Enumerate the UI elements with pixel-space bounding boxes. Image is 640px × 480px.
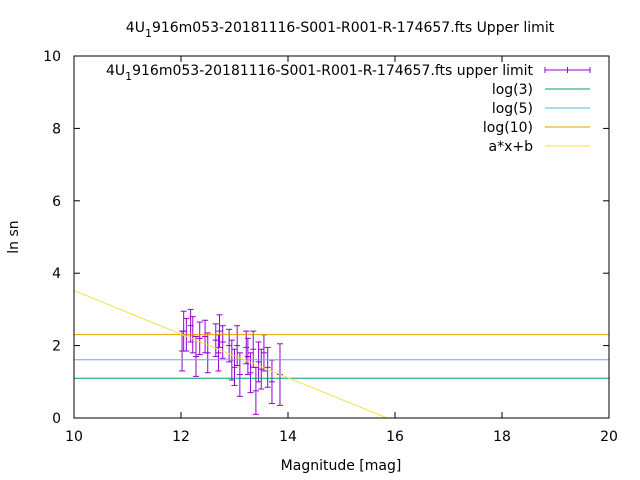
data-point <box>258 348 265 390</box>
data-point <box>255 341 262 383</box>
chart-title-prefix: 4U <box>126 20 145 36</box>
y-axis-label: ln sn <box>6 220 22 253</box>
y-tick-label: 0 <box>52 411 61 427</box>
x-axis-label: Magnitude [mag] <box>281 458 402 474</box>
data-point <box>252 366 259 415</box>
chart-title-subscript: 1 <box>145 27 152 40</box>
x-tick-label: 12 <box>172 429 190 445</box>
data-point <box>260 334 267 372</box>
x-tick-label: 18 <box>493 429 511 445</box>
plot-frame <box>73 55 610 419</box>
data-point <box>247 352 254 394</box>
data-point <box>264 346 271 388</box>
legend-label-rest: 916m053-20181116-S001-R001-R-174657.fts … <box>132 63 533 79</box>
y-tick-label: 10 <box>43 49 61 65</box>
data-point <box>202 319 209 354</box>
legend-label-subscript: 1 <box>125 70 132 83</box>
x-tick-label: 10 <box>65 429 83 445</box>
legend-label: log(10) <box>483 120 533 136</box>
data-point <box>234 325 241 367</box>
series-layer <box>73 290 609 419</box>
data-point <box>250 330 257 368</box>
legend-entry: log(5) <box>492 101 590 117</box>
legend-label: 4U1916m053-20181116-S001-R001-R-174657.f… <box>106 63 534 83</box>
chart-title-rest: 916m053-20181116-S001-R001-R-174657.fts … <box>152 20 555 36</box>
y-tick-label: 8 <box>52 121 61 137</box>
legend-entry: log(3) <box>492 82 590 98</box>
legend-entry: a*x+b <box>489 139 590 155</box>
legend-label: log(5) <box>492 101 533 117</box>
legend-label-prefix: 4U <box>106 63 125 79</box>
data-point <box>204 332 211 374</box>
legend: 4U1916m053-20181116-S001-R001-R-174657.f… <box>106 63 591 155</box>
legend-entry: 4U1916m053-20181116-S001-R001-R-174657.f… <box>106 63 591 83</box>
fit-line <box>73 290 388 419</box>
data-point <box>219 325 226 359</box>
data-point <box>231 348 238 386</box>
data-point <box>244 337 251 376</box>
y-tick-label: 4 <box>52 266 61 282</box>
x-tick-label: 14 <box>279 429 297 445</box>
x-tick-label: 20 <box>600 429 618 445</box>
data-point <box>192 336 199 377</box>
data-point <box>212 323 219 357</box>
data-point <box>216 314 223 348</box>
legend-label: a*x+b <box>489 139 534 155</box>
y-tick-label: 2 <box>52 339 61 355</box>
data-point <box>268 359 275 405</box>
legend-label: log(3) <box>492 82 533 98</box>
chart-title: 4U1916m053-20181116-S001-R001-R-174657.f… <box>126 20 555 40</box>
y-tick-label: 6 <box>52 194 61 210</box>
x-tick-label: 16 <box>386 429 404 445</box>
legend-entry: log(10) <box>483 120 590 136</box>
data-point <box>196 321 203 356</box>
